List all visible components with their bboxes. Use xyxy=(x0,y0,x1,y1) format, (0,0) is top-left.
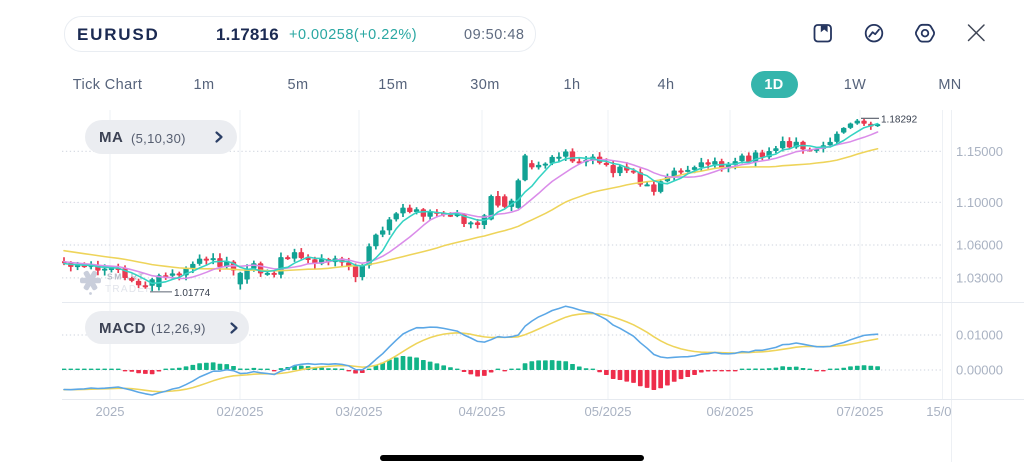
svg-text:15/07: 15/07 xyxy=(926,404,959,419)
svg-text:1.06000: 1.06000 xyxy=(956,238,1003,253)
svg-text:03/2025: 03/2025 xyxy=(336,404,383,419)
svg-text:2025: 2025 xyxy=(96,404,125,419)
svg-text:04/2025: 04/2025 xyxy=(459,404,506,419)
svg-text:1.18292: 1.18292 xyxy=(881,114,918,125)
svg-text:06/2025: 06/2025 xyxy=(707,404,754,419)
svg-text:1.03000: 1.03000 xyxy=(956,270,1003,285)
svg-text:0.00000: 0.00000 xyxy=(956,363,1003,378)
svg-text:1.15000: 1.15000 xyxy=(956,144,1003,159)
svg-text:TRADER: TRADER xyxy=(105,284,154,295)
svg-text:1.10000: 1.10000 xyxy=(956,195,1003,210)
svg-text:1.01774: 1.01774 xyxy=(174,288,211,299)
svg-text:07/2025: 07/2025 xyxy=(837,404,884,419)
svg-text:05/2025: 05/2025 xyxy=(585,404,632,419)
svg-text:0.01000: 0.01000 xyxy=(956,328,1003,343)
svg-text:02/2025: 02/2025 xyxy=(217,404,264,419)
